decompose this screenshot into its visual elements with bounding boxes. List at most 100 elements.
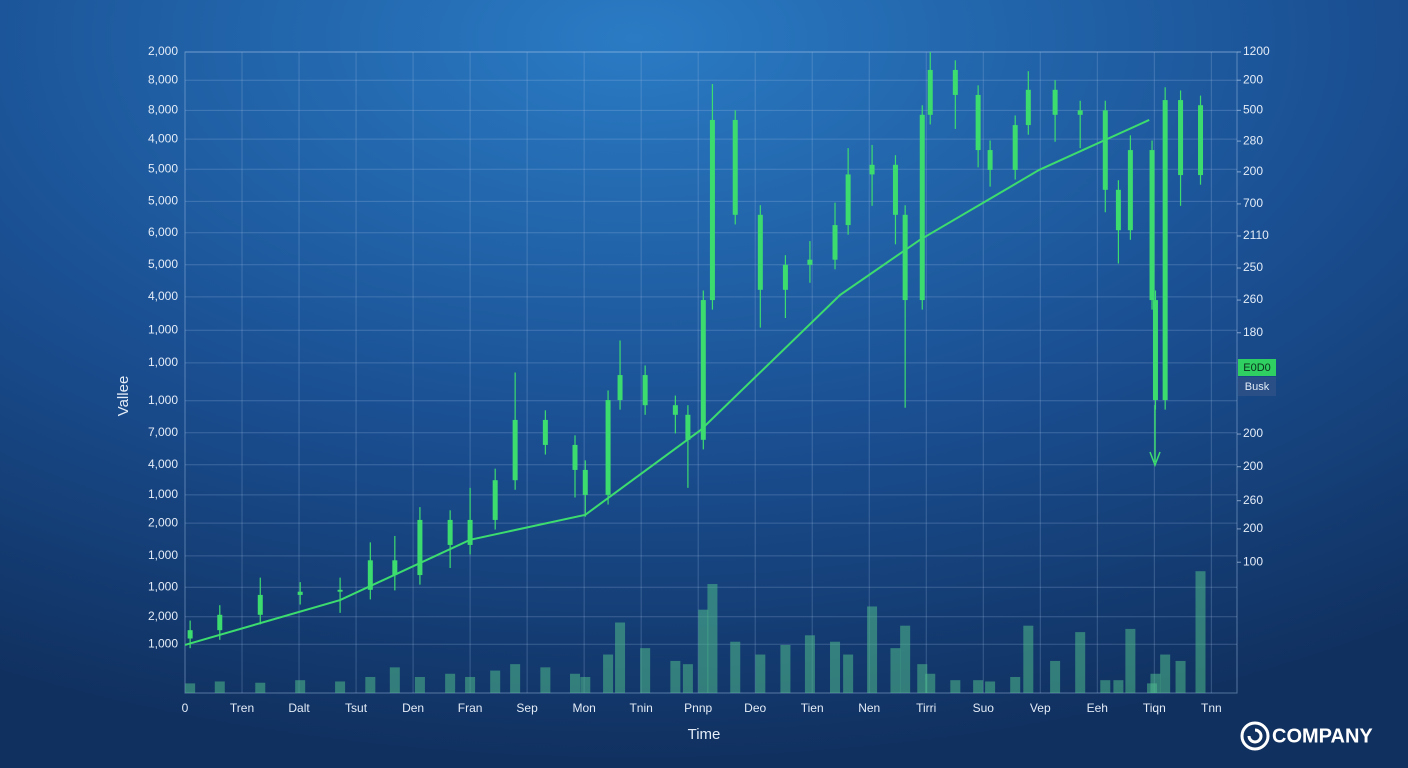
volume-bar [780,644,791,693]
candle-body [975,94,981,151]
volume-bar [1010,676,1021,693]
y2-tick-label: 260 [1243,493,1263,507]
candle-body [417,519,423,576]
x-tick-label: Vep [1030,701,1051,715]
candle-body [1162,100,1168,401]
candle-body [672,405,678,415]
x-tick-label: Fran [458,701,483,715]
y2-tick-label: 700 [1243,196,1263,210]
volume-bar [335,681,346,693]
y-tick-label: 1,000 [148,393,178,407]
y-tick-label: 4,000 [148,457,178,471]
volume-bar [540,667,551,693]
candle-body [1149,150,1155,301]
volume-bar [185,683,196,693]
volume-bar [465,676,476,693]
volume-bar [925,673,936,693]
x-tick-label: Mon [572,701,595,715]
volume-bar [490,670,501,693]
y-tick-label: 5,000 [148,194,178,208]
badge-label: Busk [1245,381,1270,393]
logo-text: COMPANY [1272,725,1373,747]
candle-body [187,630,193,639]
candle-body [927,69,933,115]
candle-body [447,519,453,545]
badge [1238,377,1276,396]
candle-body [217,614,223,631]
candle-body [512,419,518,481]
y-tick-label: 1,000 [148,636,178,650]
x-tick-label: 0 [182,701,189,715]
candle-body [807,259,813,265]
volume-bar [670,660,681,693]
candle-body [757,214,763,290]
y-tick-label: 5,000 [148,257,178,271]
volume-bar [1050,660,1061,693]
volume-bar [1175,660,1186,693]
volume-bar [950,680,961,693]
volume-bar [867,606,878,693]
y2-tick-label: 260 [1243,292,1263,306]
arrow-head [1149,451,1161,468]
volume-bar [1075,632,1086,693]
candle-body [987,150,993,170]
x-tick-label: Tnin [629,701,652,715]
candle-body [832,225,838,260]
volume-bar [389,667,400,693]
candle-body [892,164,898,215]
volume-bar [570,673,581,693]
y-tick-label: 8,000 [148,103,178,117]
candle-body [605,400,611,495]
volume-bar [615,622,626,693]
candle-body [572,444,578,470]
y-tick-label: 6,000 [148,225,178,239]
y-tick-label: 2,000 [148,609,178,623]
candle-body [1025,89,1031,126]
volume-bar [640,648,651,693]
logo-icon [1247,728,1263,744]
y2-tick-label: 100 [1243,554,1263,568]
y2-tick-label: 200 [1243,459,1263,473]
candle-body [902,214,908,301]
volume-bar [917,664,928,693]
volume-bar [214,681,225,693]
candle-body [367,560,373,590]
volume-bar [1195,571,1206,693]
volume-bar [755,654,766,693]
y-axis-label: Vallee [115,376,132,417]
y-tick-label: 7,000 [148,425,178,439]
candle-body [952,69,958,95]
y-tick-label: 1,000 [148,487,178,501]
volume-bar [295,680,306,693]
y-tick-label: 1,000 [148,322,178,336]
x-tick-label: Tirri [916,701,936,715]
x-tick-label: Tsut [345,701,368,715]
volume-bar [1023,625,1034,693]
candle-body [392,560,398,576]
volume-bar [698,609,709,693]
candle-body [1198,105,1204,176]
volume-bar [730,641,741,693]
candle-body [257,594,263,615]
candle-body [1152,300,1158,401]
candle-body [919,114,925,301]
y-tick-label: 1,000 [148,355,178,369]
y-tick-label: 4,000 [148,131,178,145]
candle-body [467,519,473,545]
volume-bar [414,676,425,693]
volume-bar [603,654,614,693]
candle-body [1115,189,1121,231]
candle-body [869,164,875,175]
volume-bar [830,641,841,693]
x-tick-label: Pnnp [684,701,712,715]
y-tick-label: 2,000 [148,44,178,58]
candle-body [542,419,548,445]
labels: 2,000 8,000 8,000 4,000 5,000 5,000 6,000 5,000… [148,44,1270,715]
x-tick-label: Nen [858,701,880,715]
volume-bar [973,680,984,693]
x-tick-label: Tren [230,701,254,715]
y-tick-label: 8,000 [148,72,178,86]
y-tick-label: 1,000 [148,548,178,562]
volume-bar [1150,673,1161,693]
y2-tick-label: 280 [1243,133,1263,147]
